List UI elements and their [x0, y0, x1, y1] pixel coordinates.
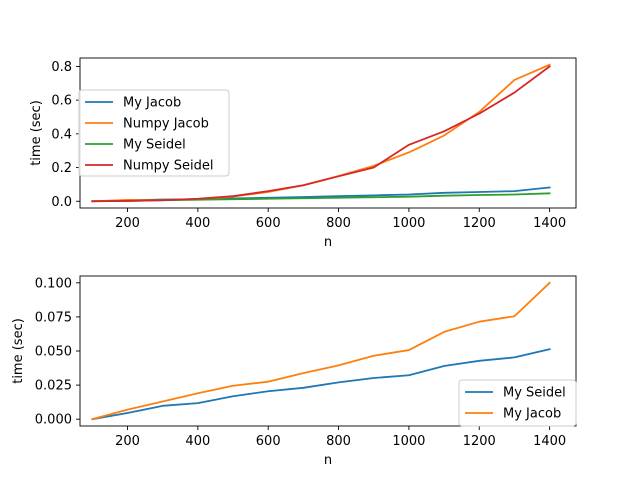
x-axis-label: n: [324, 453, 332, 468]
legend-label: Numpy Seidel: [123, 159, 213, 174]
legend-label: My Jacob: [503, 407, 561, 422]
x-tick-label: 600: [256, 216, 281, 231]
x-tick-label: 1200: [463, 216, 496, 231]
y-tick-label: 0.025: [35, 379, 72, 394]
x-tick-label: 200: [115, 216, 140, 231]
series-line-my-jacob: [91, 281, 551, 421]
y-tick-label: 0.6: [51, 94, 72, 109]
legend-label: My Jacob: [123, 96, 181, 111]
legend: My Seidel My Jacob: [458, 379, 577, 427]
y-tick-label: 0.100: [35, 276, 72, 291]
x-tick-label: 600: [256, 434, 281, 449]
x-tick-label: 800: [326, 434, 351, 449]
y-tick-label: 0.4: [51, 127, 72, 142]
x-axis-label: n: [324, 235, 332, 250]
legend-label: My Seidel: [123, 138, 186, 153]
y-tick-label: 0.8: [51, 60, 72, 75]
legend-label: My Seidel: [503, 386, 566, 401]
y-tick-label: 0.2: [51, 161, 72, 176]
x-tick-label: 400: [185, 434, 210, 449]
chart-panel-1: 200 400 600 800 1000 1200 1400 0.0 0.2 0.4 0.6 0.8 n…: [29, 57, 577, 250]
x-tick-label: 800: [326, 216, 351, 231]
y-tick-label: 0.000: [35, 413, 72, 428]
series-line-my-seidel: [91, 348, 551, 421]
x-tick-label: 400: [185, 216, 210, 231]
legend-box: [78, 89, 230, 177]
y-axis-label: time (sec): [11, 318, 26, 384]
x-tick-label: 1200: [463, 434, 496, 449]
chart-panel-2: 200 400 600 800 1000 1200 1400 0.000 0.025 0.050 0…: [11, 275, 577, 468]
x-tick-label: 1000: [392, 434, 425, 449]
y-tick-label: 0.0: [51, 195, 72, 210]
x-tick-label: 200: [115, 434, 140, 449]
y-tick-label: 0.050: [35, 345, 72, 360]
y-tick-label: 0.075: [35, 310, 72, 325]
x-tick-label: 1400: [533, 434, 566, 449]
legend: My Jacob Numpy Jacob My Seidel Numpy Seidel: [78, 89, 230, 177]
y-axis-label: time (sec): [29, 100, 44, 166]
legend-label: Numpy Jacob: [123, 117, 209, 132]
series-line-numpy-seidel: [91, 65, 551, 203]
x-tick-label: 1000: [392, 216, 425, 231]
x-tick-label: 1400: [533, 216, 566, 231]
